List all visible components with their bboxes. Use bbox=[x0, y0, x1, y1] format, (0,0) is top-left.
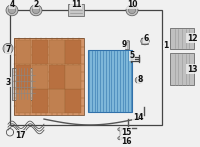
Bar bbox=[16, 65, 31, 89]
Text: 6: 6 bbox=[143, 34, 149, 43]
Ellipse shape bbox=[6, 5, 18, 16]
Text: 14: 14 bbox=[133, 113, 143, 122]
Text: 3: 3 bbox=[5, 78, 11, 87]
Text: 17: 17 bbox=[15, 131, 25, 140]
Ellipse shape bbox=[125, 40, 129, 42]
Bar bbox=[125, 41, 129, 49]
Ellipse shape bbox=[126, 5, 138, 16]
Text: 2: 2 bbox=[33, 0, 39, 9]
Text: 12: 12 bbox=[187, 34, 197, 43]
Text: 9: 9 bbox=[121, 40, 127, 49]
Text: 4: 4 bbox=[9, 0, 15, 9]
Bar bbox=[88, 50, 132, 112]
Ellipse shape bbox=[118, 128, 122, 131]
Ellipse shape bbox=[30, 5, 42, 16]
Text: 15: 15 bbox=[121, 128, 131, 137]
Bar bbox=[10, 10, 162, 125]
Text: 7: 7 bbox=[5, 45, 11, 55]
Text: 13: 13 bbox=[187, 65, 197, 74]
Bar bbox=[170, 28, 194, 49]
Ellipse shape bbox=[135, 77, 143, 83]
Ellipse shape bbox=[5, 46, 11, 51]
Bar bbox=[12, 68, 36, 100]
Text: 10: 10 bbox=[127, 0, 137, 9]
Bar bbox=[49, 65, 64, 89]
Text: 16: 16 bbox=[121, 137, 131, 146]
Ellipse shape bbox=[141, 37, 149, 45]
Bar bbox=[49, 40, 64, 64]
Ellipse shape bbox=[3, 43, 13, 54]
Ellipse shape bbox=[128, 7, 136, 14]
Bar bbox=[65, 89, 81, 113]
Bar bbox=[49, 89, 64, 113]
Bar bbox=[65, 65, 81, 89]
Bar bbox=[32, 89, 48, 113]
Bar bbox=[14, 38, 84, 115]
Ellipse shape bbox=[118, 137, 122, 140]
Bar bbox=[32, 65, 48, 89]
Bar bbox=[68, 4, 84, 16]
Bar bbox=[170, 53, 194, 85]
Bar bbox=[65, 40, 81, 64]
Text: 5: 5 bbox=[129, 51, 135, 60]
Ellipse shape bbox=[8, 7, 16, 14]
Bar bbox=[16, 40, 31, 64]
Ellipse shape bbox=[32, 7, 40, 14]
Text: 11: 11 bbox=[71, 0, 81, 9]
Bar bbox=[14, 38, 84, 115]
Bar bbox=[32, 40, 48, 64]
Ellipse shape bbox=[138, 114, 142, 118]
Text: 8: 8 bbox=[137, 75, 143, 84]
Text: 1: 1 bbox=[163, 41, 169, 50]
Bar bbox=[16, 89, 31, 113]
